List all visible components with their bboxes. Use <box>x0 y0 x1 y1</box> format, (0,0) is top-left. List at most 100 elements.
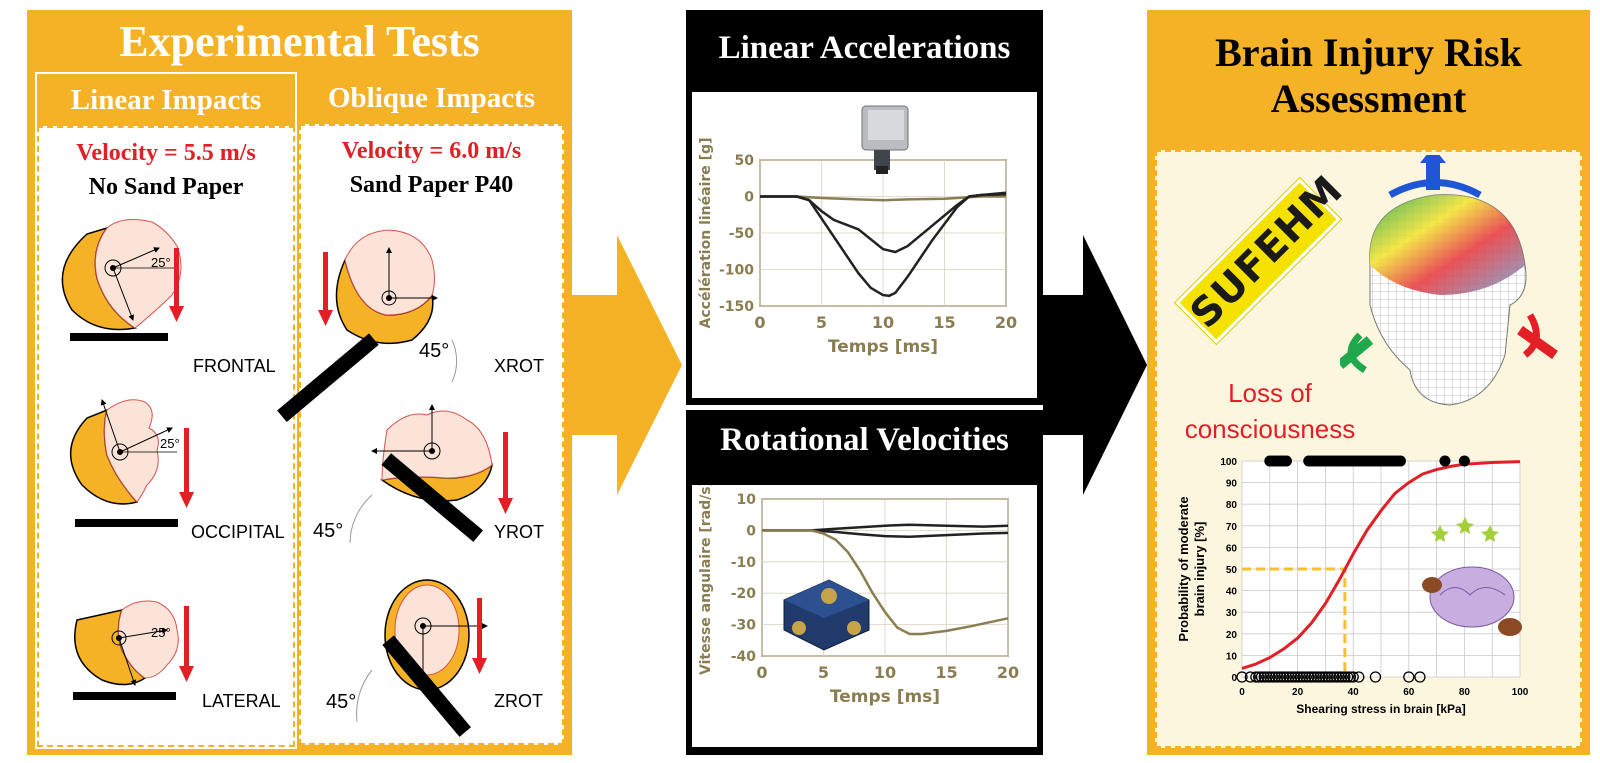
accelerometer-sensor-icon <box>861 105 909 174</box>
x-tick-label: 20 <box>995 313 1017 332</box>
flow-arrow-yellow <box>572 235 682 495</box>
non-injured-point <box>1280 671 1293 683</box>
linear-condition: No Sand Paper <box>88 174 244 200</box>
injured-point <box>1458 455 1470 467</box>
y-tick-label: -50 <box>729 226 755 242</box>
oblique-impact-arrows <box>318 252 513 674</box>
brain-injury-title-line2: Assessment <box>1270 76 1467 121</box>
linear-impacts-column: Linear Impacts Velocity = 5.5 m/s No San… <box>35 72 297 749</box>
x-tick-label: 5 <box>816 313 827 332</box>
risk-y-tick: 100 <box>1220 457 1237 468</box>
non-injured-point <box>1286 671 1298 683</box>
head-fe-model-icon <box>1340 155 1558 406</box>
non-injured-point <box>1283 671 1295 683</box>
non-injured-point <box>1303 671 1315 683</box>
experimental-tests-panel: Experimental Tests Linear Impacts Veloci… <box>27 10 572 755</box>
frontal-headform <box>61 219 182 331</box>
linear-accelerations-title: Linear Accelerations <box>718 30 1011 66</box>
y-tick-label: -20 <box>731 586 757 602</box>
non-injured-point <box>1236 671 1248 683</box>
y-tick-label: -150 <box>719 299 754 315</box>
series-line-2 <box>760 193 1007 298</box>
non-injured-point <box>1264 671 1276 683</box>
non-injured-point <box>1258 671 1270 683</box>
non-injured-point <box>1336 671 1348 683</box>
non-injured-point <box>1297 671 1309 683</box>
case-zrot: ZROT <box>494 691 543 711</box>
risk-x-axis-label: Shearing stress in brain [kPa] <box>1296 702 1465 716</box>
non-injured-point <box>1330 671 1343 683</box>
occipital-angle: 25° <box>160 436 180 451</box>
risk-y-tick: 10 <box>1226 651 1238 662</box>
linear-acceleration-chart: 0 5 10 15 20 50 0 -50 -100 -150 Temps [ms] Accéléra… <box>698 138 1017 357</box>
linear-impact-arrows <box>169 248 194 682</box>
case-lateral: LATERAL <box>202 691 281 711</box>
rotational-velocity-chart: 0 5 10 15 20 10 0 -10 -20 -30 -40 Temps [ms] Vitesse… <box>698 480 1019 707</box>
non-injured-point <box>1289 671 1301 683</box>
series-line-2 <box>762 529 1009 636</box>
non-injured-point <box>1272 671 1284 683</box>
non-injured-point <box>1300 671 1312 683</box>
zrot-headform <box>384 579 488 691</box>
injured-point <box>1394 455 1406 467</box>
risk-y-axis-label: Probability of moderatebrain injury [%] <box>1176 496 1207 641</box>
oblique-impacts-header: Oblique Impacts <box>299 72 564 124</box>
injured-point <box>1439 455 1451 467</box>
risk-x-tick: 60 <box>1403 687 1415 698</box>
xrot-headform <box>335 229 438 345</box>
case-occipital: OCCIPITAL <box>191 522 285 542</box>
impact-illustrations: 25° 25° 25° 45° 45° 45° FRONTAL OCCIPI <box>61 219 544 737</box>
non-injured-point <box>1311 671 1323 683</box>
x-tick-label: 20 <box>997 663 1019 682</box>
zrot-angle: 45° <box>326 691 356 713</box>
case-yrot: YROT <box>494 522 544 542</box>
y-tick-label: -100 <box>719 263 754 279</box>
x-tick-label: 5 <box>818 663 829 682</box>
xrot-angle: 45° <box>419 340 449 362</box>
y-tick-label: 50 <box>735 153 755 169</box>
series-line-1 <box>762 529 1009 538</box>
linear-velocity: Velocity = 5.5 m/s <box>76 140 256 166</box>
y-tick-label: -10 <box>731 555 757 571</box>
non-injured-point <box>1255 671 1268 683</box>
non-injured-point <box>1314 671 1326 683</box>
x-axis-label: Temps [ms] <box>828 337 938 357</box>
risk-y-tick: 0 <box>1231 673 1237 684</box>
risk-y-tick: 40 <box>1226 587 1238 598</box>
occipital-impact-plate <box>75 519 178 527</box>
lateral-angle: 25° <box>151 625 171 640</box>
non-injured-point <box>1275 671 1287 683</box>
non-injured-point <box>1414 671 1426 683</box>
outcome-line1: Loss of <box>1228 378 1312 408</box>
x-tick-label: 15 <box>935 663 957 682</box>
non-injured-point <box>1328 671 1340 683</box>
non-injured-point <box>1291 671 1304 683</box>
outcome-line2: consciousness <box>1184 414 1356 444</box>
oblique-velocity: Velocity = 6.0 m/s <box>341 138 522 164</box>
risk-y-tick: 90 <box>1226 479 1238 490</box>
non-injured-point <box>1403 671 1415 683</box>
brain-injury-title: Brain Injury Risk Assessment <box>1147 30 1590 122</box>
non-injured-point <box>1269 671 1282 683</box>
non-injured-point <box>1250 671 1262 683</box>
xrot-anvil <box>277 333 379 422</box>
non-injured-point <box>1244 671 1256 683</box>
non-injured-point <box>1344 671 1357 683</box>
non-injured-point <box>1347 671 1359 683</box>
dizzy-brain-icon <box>1422 517 1522 636</box>
non-injured-point <box>1278 671 1290 683</box>
risk-x-tick: 100 <box>1512 687 1529 698</box>
y-tick-label: -40 <box>731 649 757 665</box>
risk-y-tick: 60 <box>1226 543 1238 554</box>
non-injured-point <box>1316 671 1329 683</box>
rotational-velocities-panel: Rotational Velocities 0 5 10 15 20 10 0 -10 -20 -… <box>686 410 1043 755</box>
linear-impacts-body <box>37 126 295 747</box>
rotational-velocities-title: Rotational Velocities <box>720 422 1009 458</box>
injured-point <box>1280 455 1292 467</box>
experimental-tests-title: Experimental Tests <box>119 17 480 66</box>
injury-risk-chart: 0 10 20 30 40 50 60 70 80 90 100 0 20 40 60 80 100 Sheari… <box>1176 455 1529 716</box>
oblique-impacts-body <box>299 124 564 745</box>
risk-x-tick: 20 <box>1292 687 1304 698</box>
y-tick-label: 0 <box>746 523 756 539</box>
non-injured-point <box>1266 671 1279 683</box>
